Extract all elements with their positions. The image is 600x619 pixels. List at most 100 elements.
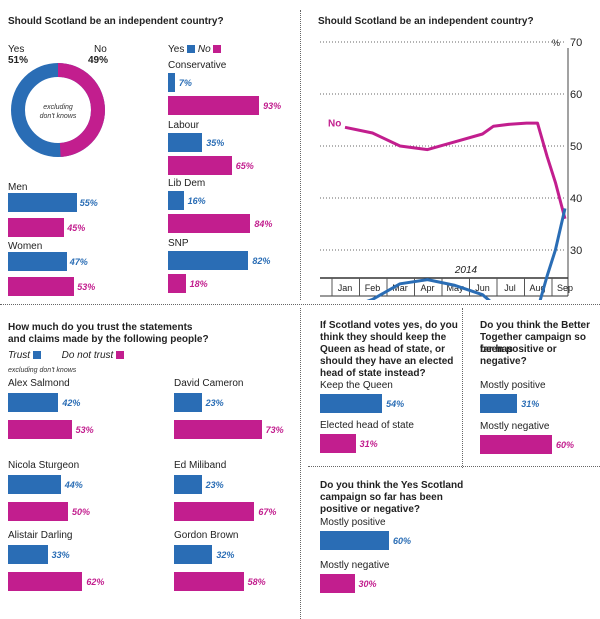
trust-bar xyxy=(8,545,48,564)
trust-value: 42% xyxy=(62,398,81,408)
party-yes-value: 82% xyxy=(252,256,271,266)
month-label: Mar xyxy=(392,283,408,293)
party-label: Lib Dem xyxy=(168,178,206,189)
answer-label: Elected head of state xyxy=(320,420,414,431)
legend-trust-label: Trust xyxy=(8,350,31,361)
party-no-value: 65% xyxy=(235,161,254,171)
month-label: Jul xyxy=(504,283,516,293)
party-no-value: 18% xyxy=(189,279,208,289)
not-trust-value: 58% xyxy=(247,577,266,587)
question-title-line: If Scotland votes yes, do you xyxy=(320,320,458,331)
not-trust-bar xyxy=(174,420,262,439)
divider-vertical-bottom-left xyxy=(300,308,301,619)
series-label-no: No xyxy=(328,119,341,130)
question-title-line: positive or negative? xyxy=(320,504,421,515)
question-title-line: campaign so far has been xyxy=(320,492,443,503)
series-line-yes xyxy=(366,208,567,300)
legend-trust-swatch xyxy=(32,351,41,360)
gender-yes-bar xyxy=(8,252,67,271)
trust-title-line1: How much do you trust the statements xyxy=(8,322,193,333)
not-trust-value: 62% xyxy=(86,577,105,587)
party-yes-value: 35% xyxy=(206,138,225,148)
answer-value: 60% xyxy=(393,536,412,546)
legend-no-label: No xyxy=(197,44,211,55)
question-title-line: head of state instead? xyxy=(320,368,426,379)
series-line-no xyxy=(344,121,567,220)
y-tick-label: 40 xyxy=(570,193,582,205)
trust-bar xyxy=(8,475,61,494)
party-no-value: 93% xyxy=(263,101,282,111)
donut-no-slice xyxy=(11,63,105,157)
not-trust-value: 67% xyxy=(258,507,277,517)
gender-label: Men xyxy=(8,182,28,193)
trust-bar xyxy=(8,393,59,412)
party-label: Labour xyxy=(168,120,200,131)
y-tick-label: 50 xyxy=(570,141,582,153)
party-label: SNP xyxy=(168,238,189,249)
answer-value: 31% xyxy=(521,399,540,409)
answer-value: 54% xyxy=(386,399,405,409)
trust-person-label: David Cameron xyxy=(174,378,244,389)
trust-person-label: Ed Miliband xyxy=(174,460,227,471)
answer-value: 60% xyxy=(556,440,575,450)
divider-horizontal-bottom xyxy=(308,466,600,467)
not-trust-bar xyxy=(8,502,68,521)
question-title-line: Together campaign so far has xyxy=(480,332,586,355)
not-trust-bar xyxy=(8,572,83,591)
trust-note: excluding don't knows xyxy=(8,367,77,374)
party-no-value: 84% xyxy=(254,219,273,229)
not-trust-bar xyxy=(8,420,72,439)
answer-label: Mostly positive xyxy=(320,517,386,528)
trust-legend: Trust Do not trust xyxy=(8,350,125,362)
divider-vertical-bottom-right xyxy=(462,308,463,468)
month-label: Feb xyxy=(365,283,381,293)
gender-no-bar xyxy=(8,277,75,296)
trust-value: 33% xyxy=(51,550,70,560)
divider-horizontal-middle xyxy=(0,304,600,305)
party-legend: Yes No xyxy=(168,44,222,56)
trust-person-label: Alistair Darling xyxy=(8,530,73,541)
trust-bar xyxy=(174,393,202,412)
party-label: Conservative xyxy=(168,60,227,71)
answer-label: Mostly negative xyxy=(480,421,550,432)
question-title-line: been positive or negative? xyxy=(480,344,557,367)
answer-label: Mostly positive xyxy=(480,380,546,391)
legend-not-label: Do not trust xyxy=(61,350,114,361)
trust-person-label: Gordon Brown xyxy=(174,530,239,541)
answer-bar xyxy=(320,434,356,453)
answer-bar xyxy=(480,435,552,454)
not-trust-value: 53% xyxy=(75,425,94,435)
answer-label: Keep the Queen xyxy=(320,380,393,391)
trust-bar xyxy=(174,475,202,494)
month-label: Jan xyxy=(338,283,353,293)
donut-chart: excluding don't knows xyxy=(11,63,105,157)
legend-no-swatch xyxy=(213,45,222,54)
donut-no-value: 49% xyxy=(88,55,109,66)
legend-not-swatch xyxy=(116,351,125,360)
answer-value: 30% xyxy=(358,579,377,589)
trust-value: 23% xyxy=(205,398,224,408)
answer-bar xyxy=(480,394,518,413)
trust-value: 44% xyxy=(64,480,83,490)
not-trust-value: 50% xyxy=(72,507,91,517)
trust-bar xyxy=(174,545,213,564)
donut-yes-value: 51% xyxy=(8,55,29,66)
month-label: Jun xyxy=(475,283,490,293)
party-no-bar xyxy=(168,156,232,175)
not-trust-value: 73% xyxy=(265,425,284,435)
answer-value: 31% xyxy=(359,439,378,449)
question-title-line: Do you think the Better xyxy=(480,320,591,331)
gender-yes-value: 55% xyxy=(79,198,98,208)
answer-label: Mostly negative xyxy=(320,560,390,571)
donut-title: Should Scotland be an independent countr… xyxy=(8,16,224,27)
trend-title: Should Scotland be an independent countr… xyxy=(318,16,534,27)
party-no-bar xyxy=(168,274,186,293)
trust-person-label: Nicola Sturgeon xyxy=(8,460,80,471)
party-yes-bar xyxy=(168,191,184,210)
month-label: Sep xyxy=(557,283,573,293)
month-label: Aug xyxy=(529,283,545,293)
month-label: May xyxy=(446,283,464,293)
not-trust-bar xyxy=(174,502,255,521)
y-unit-label: % xyxy=(552,38,560,48)
